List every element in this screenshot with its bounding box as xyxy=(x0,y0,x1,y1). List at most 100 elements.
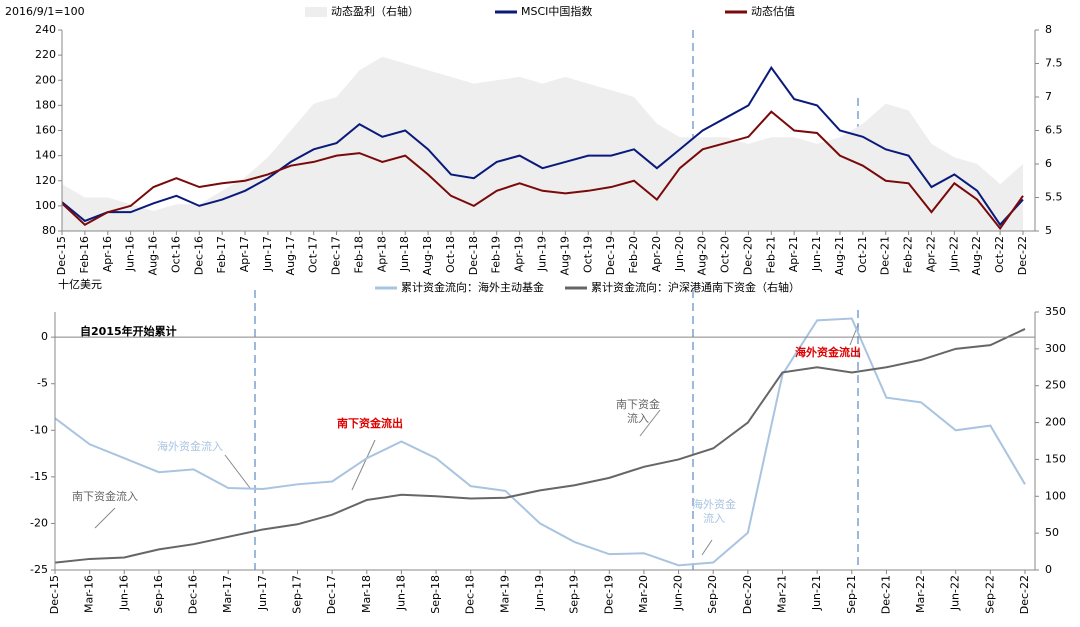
annotation: 自2015年开始累计 xyxy=(80,325,177,338)
x-tick-label: Feb-20 xyxy=(627,236,640,273)
x-tick-label: Sep-20 xyxy=(706,575,719,614)
x-tick-label: Aug-22 xyxy=(970,236,983,275)
y2-tick-label: 5.5 xyxy=(1045,191,1063,204)
x-tick-label: Oct-16 xyxy=(169,236,182,273)
x-tick-label: Mar-17 xyxy=(221,575,234,613)
x-tick-label: Oct-19 xyxy=(581,236,594,273)
x-tick-label: Mar-22 xyxy=(914,575,927,613)
x-tick-label: Jun-21 xyxy=(810,236,823,272)
y-axis-label: 2016/9/1=100 xyxy=(5,5,85,18)
y-tick-label: 200 xyxy=(35,73,56,86)
y-tick-label: 100 xyxy=(35,199,56,212)
y-tick-label: 240 xyxy=(35,23,56,36)
legend-label: MSCI中国指数 xyxy=(521,4,592,18)
line xyxy=(54,328,1026,564)
x-tick-label: Dec-16 xyxy=(187,575,200,614)
x-tick-label: Jun-16 xyxy=(124,236,137,272)
x-tick-label: Jun-18 xyxy=(398,236,411,272)
x-tick-label: Aug-21 xyxy=(833,236,846,275)
x-tick-label: Dec-18 xyxy=(467,236,480,275)
y-tick-label: -25 xyxy=(30,563,48,576)
x-tick-label: Aug-16 xyxy=(147,236,160,275)
x-tick-label: Dec-17 xyxy=(330,236,343,275)
x-tick-label: Dec-15 xyxy=(48,575,61,614)
x-tick-label: Mar-16 xyxy=(83,575,96,613)
x-tick-label: Oct-22 xyxy=(993,236,1006,273)
y2-tick-label: 6.5 xyxy=(1045,124,1063,137)
y2-tick-label: 200 xyxy=(1045,416,1066,429)
x-tick-label: Dec-15 xyxy=(55,236,68,275)
annotation: 南下资金流入 xyxy=(72,490,138,503)
arrows xyxy=(94,324,859,556)
x-tick-label: Oct-21 xyxy=(856,236,869,273)
y-tick-label: 140 xyxy=(35,149,56,162)
y2-tick-label: 7.5 xyxy=(1045,57,1063,70)
x-tick-label: Mar-21 xyxy=(776,575,789,613)
annotation: 南下资金流入 xyxy=(616,398,660,425)
y-tick-label: 0 xyxy=(41,330,48,343)
x-tick-label: Aug-19 xyxy=(558,236,571,275)
x-tick-label: Sep-18 xyxy=(429,575,442,614)
x-tick-label: Apr-16 xyxy=(101,236,114,272)
legend-label: 累计资金流向：沪深港通南下资金（右轴） xyxy=(591,280,800,294)
x-tick-label: Feb-21 xyxy=(764,236,777,273)
x-tick-label: Jun-20 xyxy=(673,236,686,272)
line xyxy=(61,110,1024,231)
y-tick-label: 220 xyxy=(35,48,56,61)
annotation: 海外资金流入 xyxy=(692,498,736,525)
x-tick-label: Feb-18 xyxy=(352,236,365,273)
y-tick-label: -15 xyxy=(30,470,48,483)
x-tick-label: Dec-20 xyxy=(741,575,754,614)
legend-swatch xyxy=(305,7,327,17)
annotation: 南下资金流出 xyxy=(337,417,403,430)
y2-tick-label: 100 xyxy=(1045,489,1066,502)
x-tick-label: Jun-19 xyxy=(536,236,549,272)
y-tick-label: -20 xyxy=(30,516,48,529)
x-tick-label: Dec-19 xyxy=(604,236,617,275)
x-tick-label: Dec-17 xyxy=(325,575,338,614)
x-tick-label: Sep-19 xyxy=(568,575,581,614)
x-tick-label: Dec-18 xyxy=(464,575,477,614)
area xyxy=(62,56,1023,231)
y2-tick-label: 350 xyxy=(1045,305,1066,318)
x-tick-label: Sep-22 xyxy=(983,575,996,614)
y2-tick-label: 250 xyxy=(1045,379,1066,392)
y2-tick-label: 300 xyxy=(1045,342,1066,355)
x-tick-label: Feb-19 xyxy=(490,236,503,273)
x-tick-label: Dec-22 xyxy=(1018,575,1031,614)
y2-tick-label: 5 xyxy=(1045,224,1052,237)
x-tick-label: Apr-22 xyxy=(924,236,937,272)
line xyxy=(54,317,1026,567)
x-tick-label: Mar-19 xyxy=(498,575,511,613)
x-tick-label: Aug-20 xyxy=(696,236,709,275)
x-tick-label: Jun-18 xyxy=(394,575,407,611)
y-tick-label: 80 xyxy=(42,224,56,237)
x-tick-label: Dec-20 xyxy=(741,236,754,275)
x-tick-label: Oct-17 xyxy=(307,236,320,273)
legend-label: 动态估值 xyxy=(751,5,795,18)
x-tick-label: Jun-16 xyxy=(117,575,130,611)
x-tick-label: Feb-17 xyxy=(215,236,228,273)
x-tick-label: Aug-18 xyxy=(421,236,434,275)
x-tick-label: Jun-22 xyxy=(947,236,960,272)
x-tick-label: Mar-18 xyxy=(360,575,373,613)
x-tick-label: Dec-16 xyxy=(192,236,205,275)
y2-tick-label: 8 xyxy=(1045,23,1052,36)
x-tick-label: Dec-21 xyxy=(879,575,892,614)
x-tick-label: Apr-21 xyxy=(787,236,800,272)
x-tick-label: Apr-17 xyxy=(238,236,251,272)
x-tick-label: Mar-20 xyxy=(637,575,650,613)
x-tick-label: Jun-17 xyxy=(261,236,274,272)
x-tick-label: Dec-21 xyxy=(879,236,892,275)
x-tick-label: Oct-20 xyxy=(719,236,732,273)
x-tick-label: Dec-19 xyxy=(602,575,615,614)
y-tick-label: 180 xyxy=(35,98,56,111)
x-tick-label: Sep-21 xyxy=(845,575,858,614)
y-axis-label: 十亿美元 xyxy=(58,277,102,291)
x-tick-label: Jun-21 xyxy=(810,575,823,611)
y2-tick-label: 150 xyxy=(1045,452,1066,465)
x-tick-label: Feb-22 xyxy=(902,236,915,273)
line xyxy=(61,65,1024,227)
